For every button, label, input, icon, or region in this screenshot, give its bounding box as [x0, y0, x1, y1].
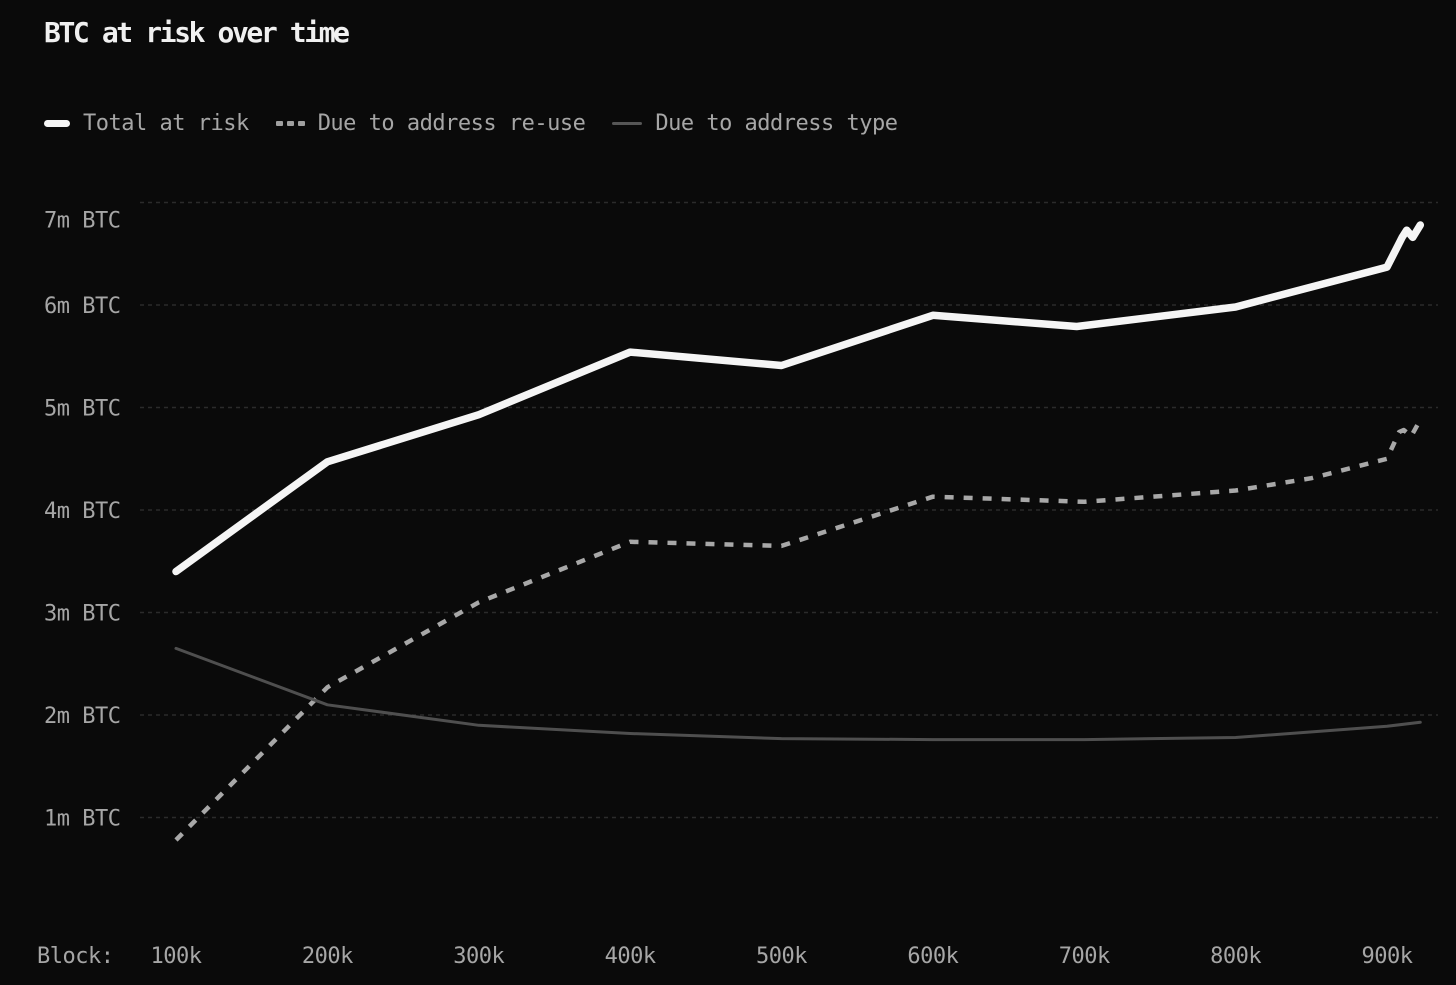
legend-label: Due to address type: [655, 111, 898, 136]
x-tick-label: 800k: [1210, 944, 1261, 969]
solid-thick-line-swatch-icon: [44, 120, 70, 127]
chart-title: BTC at risk over time: [44, 16, 350, 49]
y-tick-label: 3m BTC: [44, 602, 120, 627]
series-line-0: [172, 221, 1425, 576]
legend-label: Due to address re-use: [317, 111, 586, 136]
series-line-2: [174, 646, 1422, 742]
legend-item-total-at-risk: Total at risk: [44, 111, 249, 136]
solid-thin-line-swatch-icon: [612, 121, 643, 126]
y-tick-label: 4m BTC: [44, 499, 120, 524]
y-tick-label: 7m BTC: [44, 209, 120, 234]
y-tick-label: 2m BTC: [44, 704, 120, 729]
x-axis-prefix-label: Block:: [37, 944, 113, 969]
y-tick-label: 1m BTC: [44, 807, 120, 832]
legend-label: Total at risk: [83, 111, 249, 136]
x-tick-label: 200k: [302, 944, 353, 969]
x-tick-label: 600k: [907, 944, 958, 969]
x-tick-label: 500k: [756, 944, 807, 969]
x-tick-label: 400k: [605, 944, 656, 969]
x-tick-label: 900k: [1362, 944, 1413, 969]
legend-item-address-reuse: Due to address re-use: [275, 111, 586, 136]
x-tick-label: 700k: [1059, 944, 1110, 969]
dashed-line-swatch-icon: [275, 121, 305, 126]
y-tick-label: 5m BTC: [44, 397, 120, 422]
series-line-1: [174, 418, 1423, 842]
legend-item-address-type: Due to address type: [612, 111, 898, 136]
x-tick-label: 100k: [151, 944, 202, 969]
x-tick-label: 300k: [453, 944, 504, 969]
y-tick-label: 6m BTC: [44, 294, 120, 319]
legend: Total at risk Due to address re-use Due …: [44, 111, 898, 136]
